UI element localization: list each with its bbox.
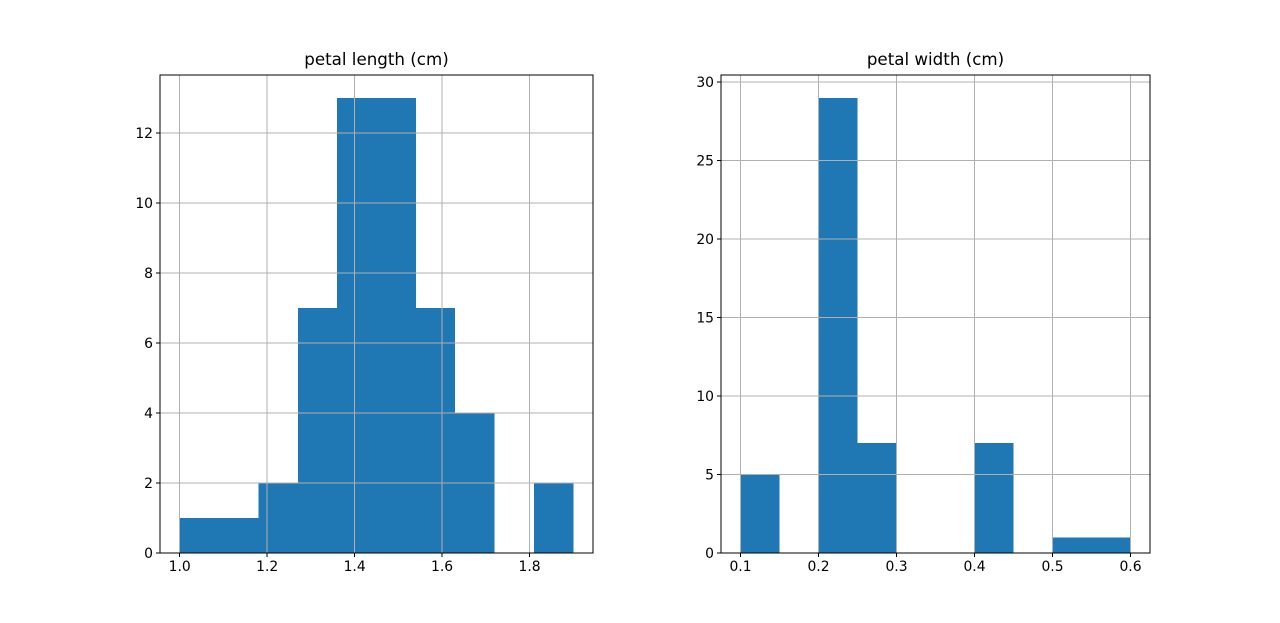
y-tick-label: 2: [144, 476, 153, 492]
x-tick-label: 1.4: [344, 559, 366, 575]
y-tick-label: 0: [705, 546, 714, 562]
histogram-bar: [297, 307, 338, 553]
chart-title-petal-width: petal width (cm): [866, 49, 1005, 69]
y-tick-label: 5: [705, 468, 714, 484]
x-tick-label: 0.2: [807, 559, 829, 575]
histogram-bar: [857, 443, 897, 553]
y-tick-label: 0: [144, 546, 153, 562]
y-tick-label: 6: [144, 336, 153, 352]
histogram-bar: [415, 307, 456, 553]
histogram-bar: [974, 443, 1014, 553]
x-tick-label: 0.4: [963, 559, 985, 575]
axes-frame: [720, 74, 1151, 554]
histogram-bar: [533, 482, 574, 553]
histogram-bar: [818, 97, 858, 553]
y-tick-label: 4: [144, 406, 153, 422]
x-tick-label: 1.6: [431, 559, 453, 575]
x-tick-label: 1.2: [256, 559, 278, 575]
histogram-bar: [337, 97, 377, 553]
y-tick-label: 15: [696, 311, 714, 327]
x-tick-label: 0.1: [729, 559, 751, 575]
histogram-bar: [1091, 537, 1131, 553]
y-tick-label: 10: [135, 196, 153, 212]
x-tick-label: 0.6: [1119, 559, 1141, 575]
histogram-bar: [179, 517, 220, 553]
y-tick-label: 12: [135, 126, 153, 142]
y-tick-label: 20: [696, 232, 714, 248]
y-tick-label: 8: [144, 266, 153, 282]
y-tick-label: 25: [696, 154, 714, 170]
histogram-bar: [219, 517, 259, 553]
y-tick-label: 10: [696, 389, 714, 405]
chart-title-petal-length: petal length (cm): [304, 49, 449, 69]
x-tick-label: 1.8: [519, 559, 541, 575]
histogram-bar: [740, 474, 780, 553]
x-tick-label: 0.3: [885, 559, 907, 575]
histogram-bar: [1052, 537, 1092, 553]
x-tick-label: 0.5: [1041, 559, 1063, 575]
x-tick-label: 1.0: [169, 559, 191, 575]
histogram-bar: [258, 482, 298, 553]
histogram-bar: [376, 97, 416, 553]
axes-frame: [159, 74, 594, 554]
y-tick-label: 30: [696, 75, 714, 91]
